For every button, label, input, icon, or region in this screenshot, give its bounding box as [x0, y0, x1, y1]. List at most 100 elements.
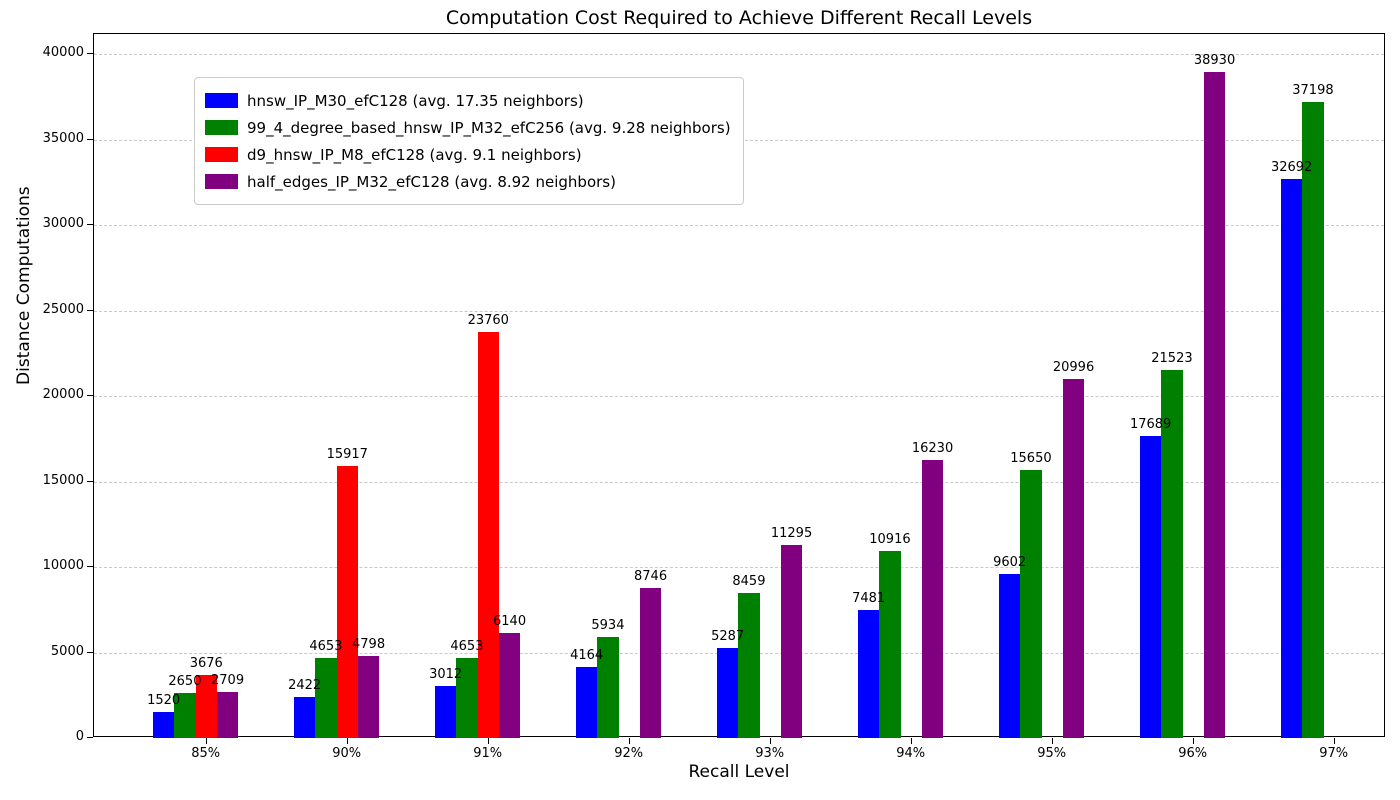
bar — [336, 465, 358, 738]
bar-value-label: 20996 — [1052, 359, 1095, 375]
x-tick-mark — [628, 738, 630, 744]
bar — [858, 610, 880, 738]
y-tick-label: 20000 — [42, 387, 84, 402]
bar-value-label: 2709 — [211, 672, 245, 688]
x-tick-label: 91% — [473, 746, 503, 761]
bar — [174, 692, 196, 738]
y-tick-mark — [87, 480, 93, 482]
bar-value-label: 4653 — [450, 639, 484, 655]
bar — [1140, 435, 1162, 738]
bar-value-label: 15917 — [326, 446, 368, 462]
x-tick-mark — [1192, 738, 1194, 744]
x-tick-label: 93% — [755, 746, 785, 761]
bar-value-label: 23760 — [467, 312, 509, 328]
bar — [921, 460, 944, 738]
gridline — [94, 54, 1384, 55]
legend-item: hnsw_IP_M30_efC128 (avg. 17.35 neighbors… — [205, 87, 731, 114]
y-tick-mark — [87, 53, 93, 54]
bar-value-label: 4164 — [570, 647, 604, 663]
y-tick-mark — [87, 309, 93, 311]
y-tick-mark — [87, 138, 93, 140]
bar-value-label: 10916 — [869, 532, 911, 548]
plot-area: 1520 2422 3012 4164 5287 7481 9602 17689 32692 26… — [93, 33, 1385, 738]
gridline — [94, 396, 1384, 397]
y-tick-label: 25000 — [42, 301, 84, 317]
bar-value-label: 3676 — [189, 656, 223, 672]
bar-value-label: 9602 — [993, 554, 1027, 570]
legend-swatch-icon — [205, 93, 238, 108]
bar — [1020, 470, 1042, 738]
x-tick-label: 92% — [614, 746, 644, 761]
gridline — [94, 567, 1384, 568]
legend-item: 99_4_degree_based_hnsw_IP_M32_efC256 (av… — [205, 114, 731, 141]
bar-value-label: 32692 — [1270, 159, 1313, 175]
bar-value-label: 4653 — [309, 639, 343, 655]
x-tick-mark — [1333, 738, 1335, 744]
legend-label: hnsw_IP_M30_efC128 (avg. 17.35 neighbors… — [247, 91, 584, 110]
bar — [357, 655, 380, 738]
bar — [738, 593, 760, 738]
y-tick-label: 10000 — [42, 558, 84, 573]
legend-label: 99_4_degree_based_hnsw_IP_M32_efC256 (av… — [247, 118, 731, 137]
legend-swatch-icon — [205, 147, 238, 162]
legend-item: half_edges_IP_M32_efC128 (avg. 8.92 neig… — [205, 168, 731, 195]
bar — [477, 331, 499, 738]
y-tick-mark — [87, 395, 93, 396]
legend-label: d9_hnsw_IP_M8_efC128 (avg. 9.1 neighbors… — [247, 145, 582, 164]
y-tick-label: 40000 — [42, 45, 84, 60]
bar — [717, 647, 739, 738]
y-tick-mark — [87, 737, 93, 738]
bar — [216, 691, 239, 738]
y-tick-mark — [87, 566, 93, 567]
legend-swatch-icon — [205, 174, 238, 189]
y-tick-label: 35000 — [42, 130, 84, 146]
x-tick-mark — [1051, 738, 1053, 744]
bar-value-label: 2650 — [168, 673, 202, 689]
bar-value-label: 5287 — [711, 628, 745, 644]
bar — [153, 712, 175, 738]
bar — [294, 696, 316, 738]
x-tick-mark — [487, 738, 489, 744]
bar — [435, 686, 457, 738]
bar-value-label: 17689 — [1129, 416, 1172, 432]
bar-value-label: 1520 — [147, 693, 181, 708]
bar-value-label: 11295 — [770, 525, 813, 541]
bar-value-label: 21523 — [1151, 350, 1193, 366]
gridline — [94, 225, 1384, 226]
x-tick-label: 96% — [1178, 746, 1208, 761]
bar — [879, 551, 901, 738]
x-tick-label: 95% — [1037, 746, 1067, 761]
x-tick-mark — [205, 738, 207, 744]
bar — [780, 544, 803, 738]
bar-value-label: 16230 — [911, 441, 954, 457]
chart-title: Computation Cost Required to Achieve Dif… — [445, 7, 1033, 29]
y-tick-label: 15000 — [42, 472, 84, 488]
bar-value-label: 4798 — [352, 636, 386, 652]
x-tick-label: 90% — [332, 746, 362, 761]
bar — [498, 633, 521, 738]
x-tick-mark — [346, 738, 348, 744]
bar-value-label: 7481 — [852, 591, 886, 607]
legend-item: d9_hnsw_IP_M8_efC128 (avg. 9.1 neighbors… — [205, 141, 731, 168]
x-tick-label: 94% — [896, 746, 926, 761]
y-tick-mark — [87, 651, 93, 653]
bar-value-label: 15650 — [1010, 451, 1052, 467]
legend-swatch-icon — [205, 120, 238, 135]
y-tick-label: 5000 — [50, 643, 84, 659]
bar-value-label: 38930 — [1193, 53, 1236, 69]
bar-value-label: 3012 — [429, 667, 463, 683]
x-tick-mark — [910, 738, 912, 744]
bar-value-label: 5934 — [591, 617, 625, 633]
x-axis-title: Recall Level — [688, 762, 790, 782]
bar — [576, 666, 598, 738]
bar-value-label: 8746 — [634, 569, 668, 585]
bar — [1161, 369, 1183, 738]
bar — [1062, 378, 1085, 738]
y-tick-label: 0 — [75, 729, 84, 744]
bar — [1203, 72, 1226, 738]
bar — [456, 658, 478, 738]
x-tick-mark — [769, 738, 771, 744]
legend-label: half_edges_IP_M32_efC128 (avg. 8.92 neig… — [247, 172, 616, 191]
y-tick-label: 30000 — [42, 216, 84, 231]
